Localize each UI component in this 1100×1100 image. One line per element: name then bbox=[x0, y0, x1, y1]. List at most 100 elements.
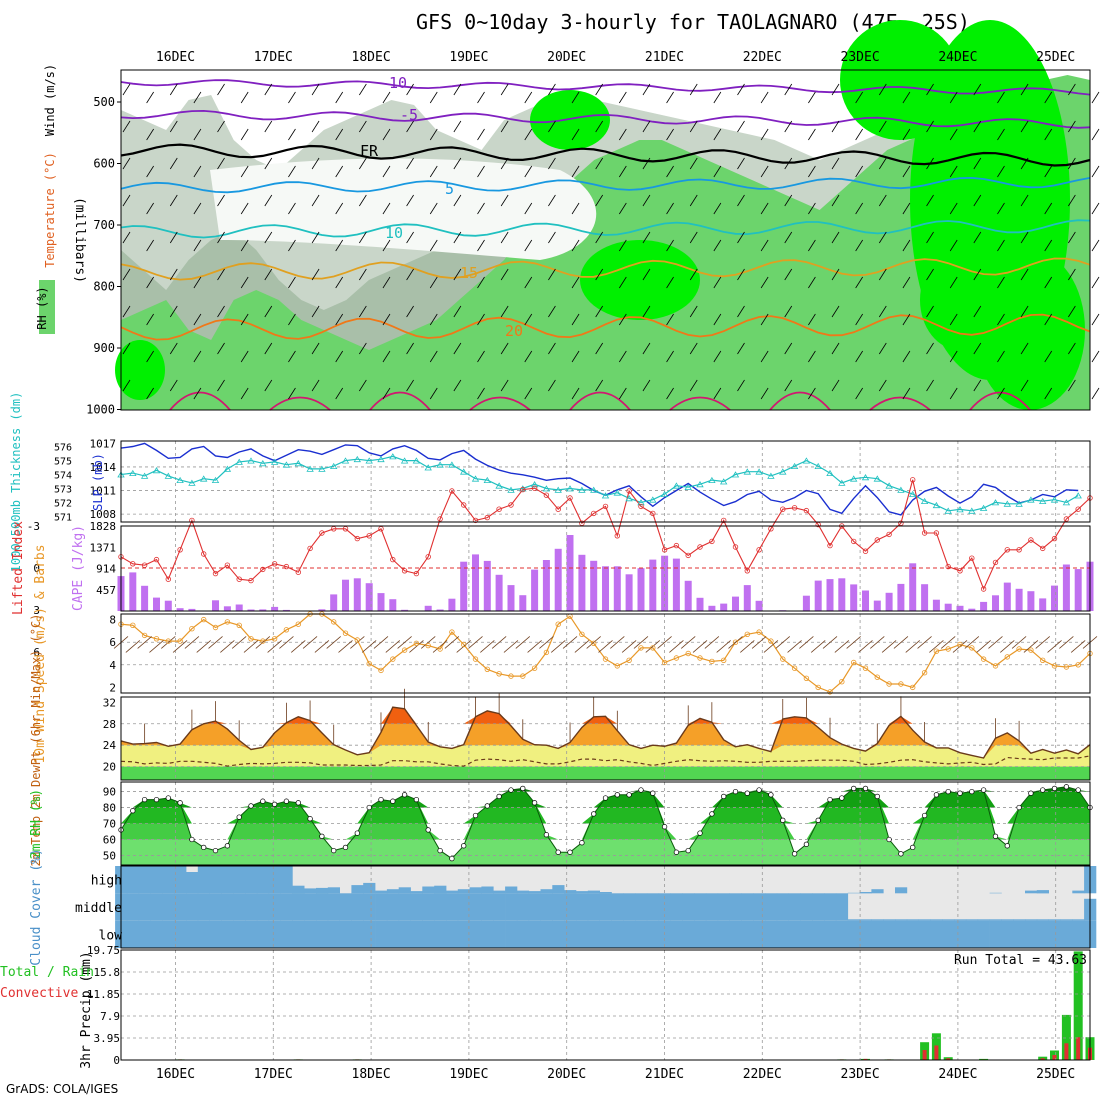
wind-barb bbox=[169, 157, 178, 170]
wind-barb bbox=[666, 165, 674, 178]
wind-barb bbox=[1044, 276, 1053, 289]
thickness-point bbox=[199, 475, 208, 482]
rh-point bbox=[992, 833, 999, 839]
warm-contour bbox=[969, 391, 1031, 411]
wind-barb bbox=[1020, 379, 1029, 392]
wind-barb bbox=[642, 157, 651, 170]
surface-barb bbox=[810, 640, 826, 653]
pressure-frame bbox=[120, 440, 1091, 523]
cloud-cell bbox=[599, 920, 612, 948]
cape-bar bbox=[1027, 591, 1035, 611]
cape-bar bbox=[838, 578, 846, 611]
wind-barb bbox=[737, 83, 745, 96]
cloud-cell bbox=[576, 891, 589, 894]
surface-barb bbox=[858, 640, 873, 653]
x-tick-label-top: 18DEC bbox=[352, 50, 391, 65]
cloud-cell bbox=[351, 893, 364, 921]
wind-barb bbox=[1091, 350, 1100, 363]
surface-barb bbox=[976, 640, 991, 653]
wind-point bbox=[555, 621, 561, 627]
surface-barb bbox=[290, 640, 306, 653]
cape-bar bbox=[909, 563, 917, 611]
wind-barb bbox=[713, 313, 722, 326]
wind-barb bbox=[595, 305, 604, 318]
surface-barb bbox=[905, 640, 921, 653]
wind-barb bbox=[784, 157, 793, 170]
rh-point bbox=[933, 792, 940, 798]
wind-point bbox=[1004, 654, 1010, 660]
surface-barb bbox=[929, 640, 944, 653]
li-point bbox=[851, 538, 857, 545]
thickness-point bbox=[613, 489, 622, 496]
thickness-point bbox=[944, 507, 952, 514]
isotherm bbox=[120, 79, 1091, 96]
wind-barb bbox=[429, 91, 438, 104]
rh-point bbox=[201, 844, 207, 851]
wind-barb bbox=[146, 276, 154, 289]
wind-barb bbox=[1091, 276, 1100, 289]
rh-point bbox=[579, 840, 585, 846]
wind-barb bbox=[1020, 83, 1029, 96]
wind-barb bbox=[453, 305, 462, 318]
cloud-cell bbox=[434, 885, 447, 894]
wind-barb bbox=[477, 276, 485, 289]
y-tick-label: 1000 bbox=[86, 403, 115, 417]
wind-barb bbox=[335, 165, 344, 178]
thickness-point bbox=[270, 458, 279, 465]
cape-bar bbox=[649, 559, 657, 611]
cloud-cell bbox=[162, 866, 175, 894]
cloud-cell bbox=[788, 920, 801, 948]
rh-point bbox=[815, 817, 821, 823]
cape-bar bbox=[141, 585, 149, 611]
wind-barb bbox=[642, 83, 651, 96]
wind-barb bbox=[855, 202, 863, 215]
rh-point bbox=[283, 798, 290, 804]
cloud-cell bbox=[316, 893, 329, 921]
thickness-point bbox=[932, 501, 941, 509]
wind-barb bbox=[571, 350, 580, 363]
wind-barb bbox=[193, 91, 202, 104]
cloud-cell bbox=[280, 920, 293, 948]
wind-barb bbox=[335, 128, 344, 141]
cloud-cell bbox=[965, 919, 979, 921]
wind-point bbox=[874, 674, 880, 680]
isotherm bbox=[120, 176, 1091, 194]
rh-point bbox=[673, 849, 680, 855]
cloud-cell bbox=[304, 893, 317, 921]
surface-barb bbox=[385, 640, 401, 653]
wind-barb bbox=[902, 387, 911, 400]
cloud-cell bbox=[505, 893, 518, 921]
thickness-point bbox=[400, 457, 409, 464]
thickness-point bbox=[306, 465, 314, 472]
wind-barb bbox=[311, 305, 320, 318]
cloud-cell bbox=[186, 893, 199, 921]
cloud-cell bbox=[398, 887, 411, 894]
wind-point bbox=[898, 681, 904, 687]
wind-barb bbox=[571, 128, 580, 141]
wind-barb bbox=[997, 350, 1005, 363]
wind-point bbox=[283, 627, 290, 633]
li-point bbox=[390, 556, 396, 563]
surface-barb bbox=[231, 636, 247, 649]
cloud-cell bbox=[670, 920, 683, 948]
cloud-cell bbox=[375, 920, 388, 948]
cloud-cell bbox=[481, 893, 494, 921]
li-point bbox=[1051, 535, 1058, 542]
wind-barb bbox=[571, 313, 580, 326]
cloud-cell bbox=[410, 920, 423, 948]
thickness-point bbox=[542, 485, 551, 492]
cloud-cell bbox=[493, 893, 506, 921]
surface-barb bbox=[669, 640, 684, 653]
cape-bar bbox=[956, 605, 964, 611]
surface-barb bbox=[633, 636, 649, 649]
thickness-point bbox=[495, 482, 503, 489]
wind-barb bbox=[217, 305, 225, 318]
rh-point bbox=[461, 843, 467, 849]
wind-barb bbox=[713, 350, 722, 363]
wind-barb bbox=[737, 231, 745, 244]
wind-barb bbox=[1068, 157, 1076, 170]
wind-barb bbox=[1068, 231, 1076, 244]
thickness-point bbox=[968, 507, 976, 514]
li-point bbox=[425, 554, 431, 560]
cape-bar bbox=[389, 599, 397, 611]
